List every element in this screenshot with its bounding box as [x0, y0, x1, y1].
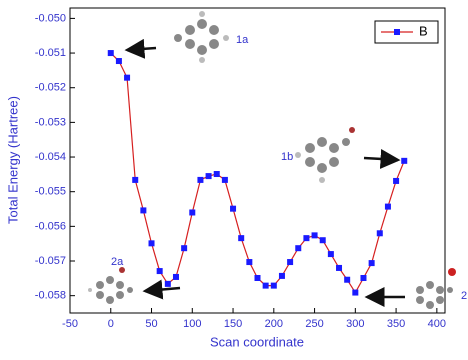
data-point	[393, 178, 399, 184]
molecule-2	[416, 268, 456, 309]
data-point	[255, 275, 261, 281]
x-tick-label: 350	[387, 318, 405, 330]
y-tick-label: -0.052	[35, 82, 66, 94]
data-point	[328, 251, 334, 257]
data-point	[295, 245, 301, 251]
data-point	[149, 240, 155, 246]
y-tick-label: -0.051	[35, 47, 66, 59]
data-point	[116, 58, 122, 64]
arrow	[364, 158, 398, 160]
annotation: 1a	[236, 34, 249, 46]
x-axis-title: Scan coordinate	[210, 334, 304, 349]
data-point	[214, 171, 220, 177]
data-point	[352, 290, 358, 296]
data-point	[165, 281, 171, 287]
annotation: 2a	[111, 256, 124, 268]
data-point	[157, 268, 163, 274]
data-point	[132, 177, 138, 183]
y-tick-label: -0.057	[35, 255, 66, 267]
arrow	[127, 48, 156, 50]
data-point	[279, 273, 285, 279]
legend-marker	[394, 29, 400, 35]
y-tick-label: -0.055	[35, 186, 66, 198]
data-point	[312, 232, 318, 238]
data-point	[181, 245, 187, 251]
molecule-2a	[88, 267, 133, 304]
x-tick-label: 250	[305, 318, 323, 330]
data-point	[206, 173, 212, 179]
chart: 1a 1b 2a 2 Scan coordinate Total Energy …	[0, 0, 468, 355]
annotation: 1b	[281, 151, 293, 163]
x-tick-label: 200	[265, 318, 283, 330]
y-axis-title: Total Energy (Hartree)	[5, 96, 20, 224]
x-tick-label: 300	[346, 318, 364, 330]
data-point	[344, 277, 350, 283]
data-point	[230, 206, 236, 212]
data-point	[385, 204, 391, 210]
data-point	[401, 158, 407, 164]
molecule-1b	[295, 127, 355, 183]
x-tick-label: -50	[62, 318, 78, 330]
data-point	[287, 259, 293, 265]
x-tick-label: 100	[183, 318, 201, 330]
data-point	[124, 75, 130, 81]
y-tick-label: -0.050	[35, 12, 66, 24]
data-point	[263, 283, 269, 289]
data-point	[173, 274, 179, 280]
data-point	[246, 259, 252, 265]
data-point	[140, 207, 146, 213]
y-tick-label: -0.058	[35, 290, 66, 302]
x-tick-label: 400	[428, 318, 446, 330]
data-point	[369, 260, 375, 266]
y-tick-label: -0.056	[35, 220, 66, 232]
data-point	[222, 177, 228, 183]
data-point	[360, 275, 366, 281]
molecule-1a	[174, 11, 229, 63]
data-point	[320, 237, 326, 243]
arrow	[145, 288, 180, 291]
annotation: 2	[461, 290, 467, 302]
data-point	[238, 235, 244, 241]
y-tick-label: -0.053	[35, 116, 66, 128]
data-point	[189, 209, 195, 215]
data-point	[197, 177, 203, 183]
x-tick-label: 50	[145, 318, 157, 330]
y-tick-label: -0.054	[35, 151, 66, 163]
series-line	[111, 53, 404, 292]
data-point	[271, 283, 277, 289]
x-tick-label: 150	[224, 318, 242, 330]
data-point	[108, 50, 114, 56]
legend-label: B	[419, 23, 428, 38]
data-point	[377, 230, 383, 236]
data-point	[336, 265, 342, 271]
x-tick-label: 0	[108, 318, 114, 330]
data-point	[303, 235, 309, 241]
